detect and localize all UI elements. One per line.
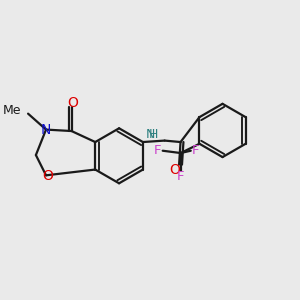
Text: N: N bbox=[146, 128, 155, 141]
Text: H: H bbox=[149, 128, 158, 141]
Text: O: O bbox=[67, 96, 78, 110]
Text: F: F bbox=[192, 144, 200, 157]
Text: N: N bbox=[41, 123, 51, 136]
Text: Me: Me bbox=[3, 104, 22, 117]
Text: O: O bbox=[42, 169, 53, 183]
Text: F: F bbox=[177, 170, 184, 183]
Text: O: O bbox=[169, 163, 180, 177]
Text: F: F bbox=[154, 144, 161, 157]
